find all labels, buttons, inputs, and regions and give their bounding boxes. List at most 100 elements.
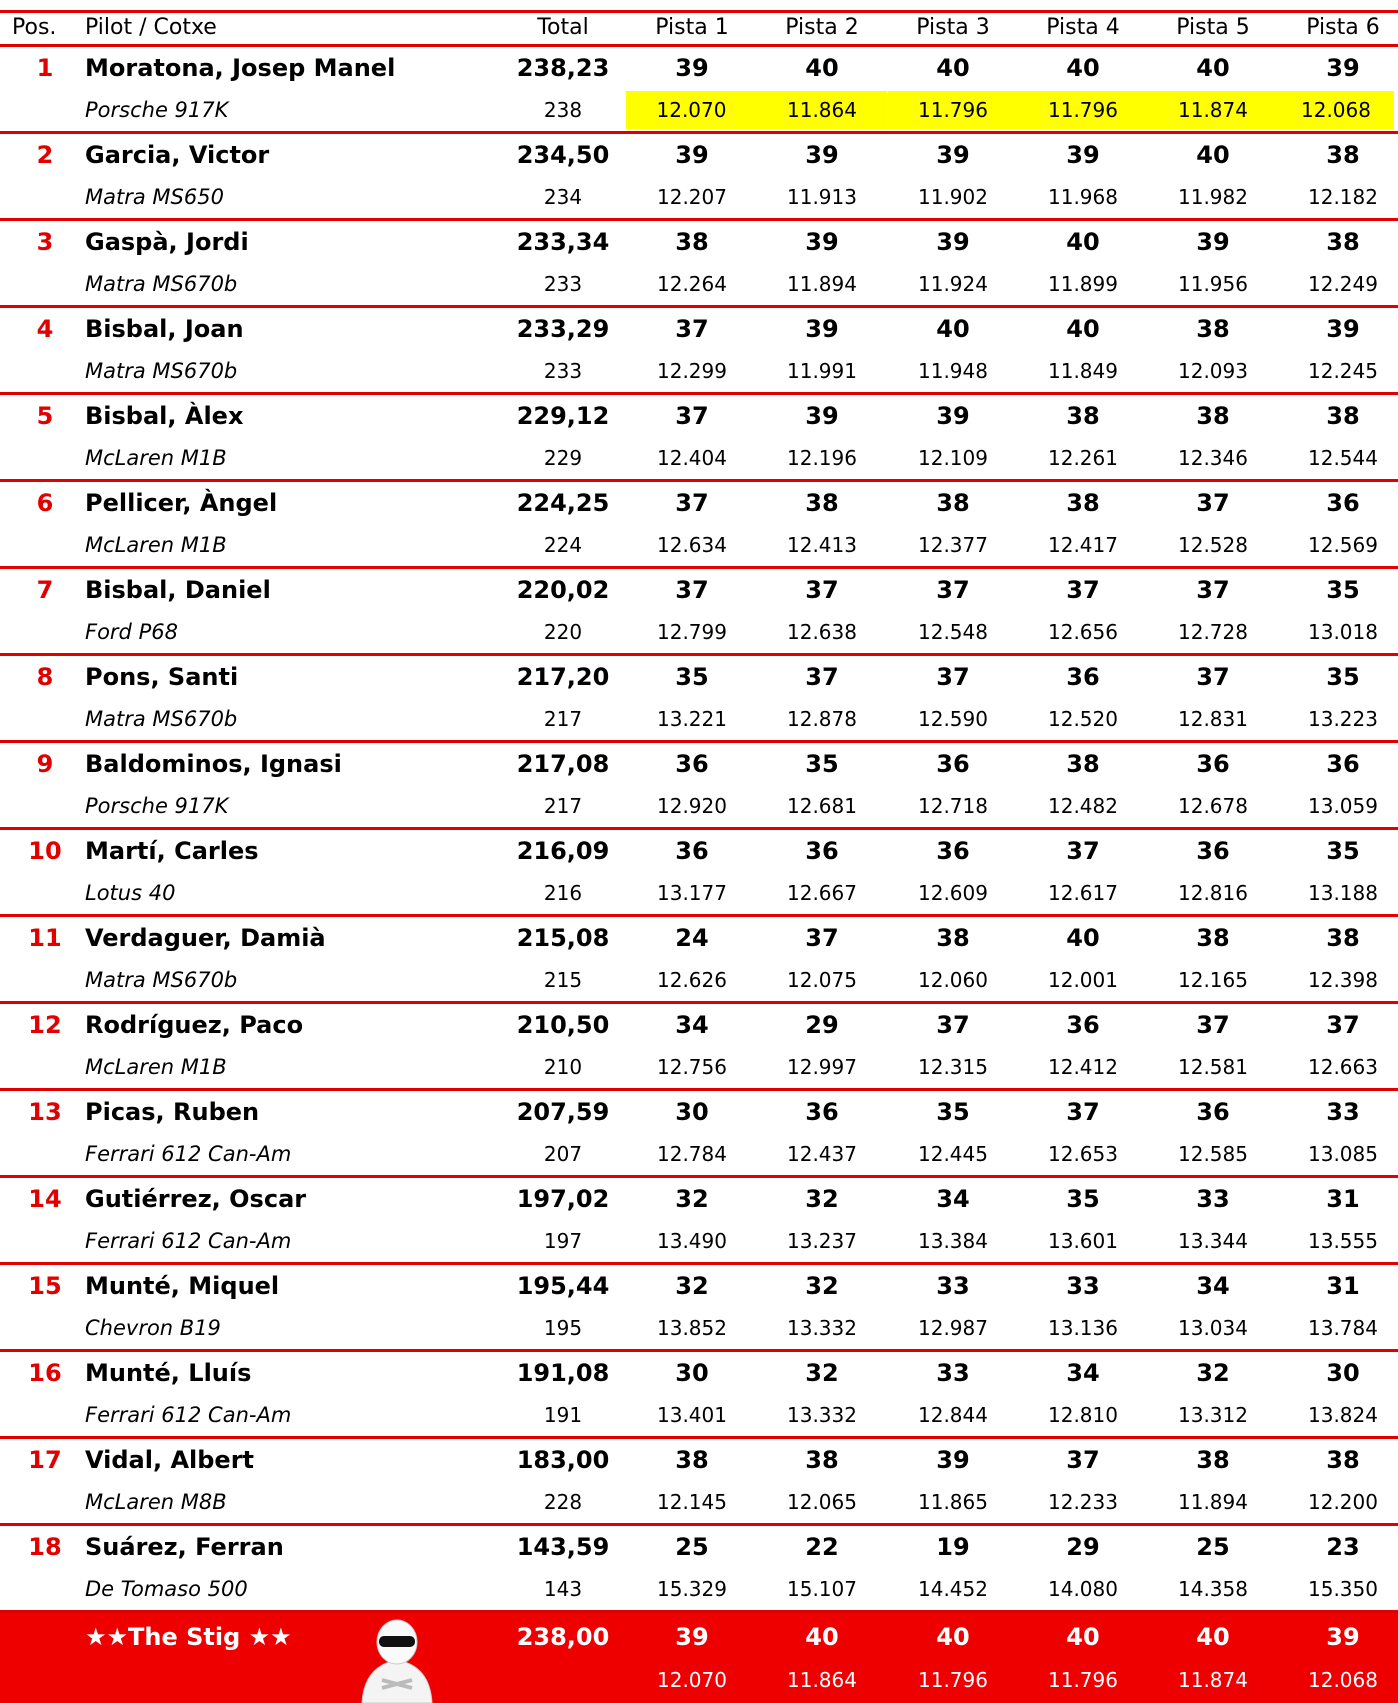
laps: 39 — [627, 47, 757, 89]
laps: 22 — [757, 1526, 887, 1568]
best-lap-time: 13.221 — [627, 700, 757, 738]
laps: 34 — [888, 1178, 1018, 1220]
laps: 37 — [627, 569, 757, 611]
header-cell: Pista 4 — [1018, 12, 1148, 44]
pilot-name: Pons, Santi — [85, 656, 485, 698]
best-lap-time: 12.182 — [1278, 178, 1398, 216]
best-lap-time: 12.569 — [1278, 526, 1398, 564]
laps: 36 — [1278, 743, 1398, 785]
header-cell: Pista 5 — [1148, 12, 1278, 44]
pilot-name: Picas, Ruben — [85, 1091, 485, 1133]
laps: 36 — [1148, 1091, 1278, 1133]
stig-name: ★★The Stig ★★ — [85, 1616, 385, 1658]
laps: 34 — [1018, 1352, 1148, 1394]
best-lap-time: 12.585 — [1148, 1135, 1278, 1173]
pilot-name: Garcia, Victor — [85, 134, 485, 176]
laps: 38 — [1278, 134, 1398, 176]
car-name: Ferrari 612 Can-Am — [85, 1220, 485, 1262]
total-points: 191,08 — [498, 1352, 628, 1394]
best-lap-time: 12.377 — [888, 526, 1018, 564]
best-lap-time: 12.417 — [1018, 526, 1148, 564]
total-points: 233,29 — [498, 308, 628, 350]
car-name: Matra MS670b — [85, 350, 485, 392]
car-name: Lotus 40 — [85, 872, 485, 914]
car-name: De Tomaso 500 — [85, 1568, 485, 1610]
stig-laps: 39 — [1278, 1616, 1398, 1658]
best-lap-time: 13.824 — [1278, 1396, 1398, 1434]
pilot-name: Bisbal, Joan — [85, 308, 485, 350]
best-lap-time: 12.437 — [757, 1135, 887, 1173]
best-lap-time: 12.261 — [1018, 439, 1148, 477]
laps: 39 — [1278, 47, 1398, 89]
laps: 37 — [1148, 482, 1278, 524]
position: 11 — [20, 917, 70, 959]
best-lap-time: 12.987 — [888, 1309, 1018, 1347]
laps: 39 — [888, 395, 1018, 437]
best-lap-time: 11.864 — [757, 91, 887, 129]
best-lap-time: 12.681 — [757, 787, 887, 825]
car-name: Matra MS670b — [85, 698, 485, 740]
laps: 40 — [1148, 47, 1278, 89]
laps: 37 — [888, 569, 1018, 611]
best-lap-time: 12.068 — [1278, 91, 1394, 129]
laps: 37 — [627, 482, 757, 524]
car-name: Ferrari 612 Can-Am — [85, 1133, 485, 1175]
total-points: 238,23 — [498, 47, 628, 89]
position: 8 — [20, 656, 70, 698]
stig-time: 12.068 — [1278, 1660, 1398, 1700]
laps: 39 — [1018, 134, 1148, 176]
laps: 30 — [627, 1352, 757, 1394]
laps: 38 — [888, 482, 1018, 524]
laps: 36 — [757, 1091, 887, 1133]
best-lap-time: 13.237 — [757, 1222, 887, 1260]
best-lap-time: 12.093 — [1148, 352, 1278, 390]
laps: 38 — [1148, 395, 1278, 437]
laps: 38 — [1278, 395, 1398, 437]
laps: 32 — [627, 1178, 757, 1220]
car-name: Chevron B19 — [85, 1307, 485, 1349]
total-laps: 217 — [498, 698, 628, 740]
best-lap-time: 11.902 — [888, 178, 1018, 216]
laps: 33 — [1148, 1178, 1278, 1220]
best-lap-time: 11.991 — [757, 352, 887, 390]
total-points: 216,09 — [498, 830, 628, 872]
best-lap-time: 13.177 — [627, 874, 757, 912]
total-laps: 207 — [498, 1133, 628, 1175]
laps: 35 — [757, 743, 887, 785]
best-lap-time: 11.894 — [1148, 1483, 1278, 1521]
pilot-name: Munté, Lluís — [85, 1352, 485, 1394]
best-lap-time: 13.085 — [1278, 1135, 1398, 1173]
laps: 30 — [1278, 1352, 1398, 1394]
laps: 38 — [627, 221, 757, 263]
laps: 32 — [757, 1265, 887, 1307]
best-lap-time: 11.796 — [888, 91, 1018, 129]
best-lap-time: 11.796 — [1018, 91, 1148, 129]
stig-time: 11.796 — [888, 1660, 1018, 1700]
row-rule — [0, 1610, 1398, 1613]
best-lap-time: 12.060 — [888, 961, 1018, 999]
laps: 32 — [757, 1178, 887, 1220]
laps: 40 — [888, 308, 1018, 350]
best-lap-time: 12.065 — [757, 1483, 887, 1521]
total-laps: 143 — [498, 1568, 628, 1610]
best-lap-time: 12.544 — [1278, 439, 1398, 477]
laps: 38 — [1018, 395, 1148, 437]
best-lap-time: 13.018 — [1278, 613, 1398, 651]
best-lap-time: 12.299 — [627, 352, 757, 390]
laps: 32 — [627, 1265, 757, 1307]
laps: 36 — [1278, 482, 1398, 524]
total-points: 207,59 — [498, 1091, 628, 1133]
laps: 39 — [757, 134, 887, 176]
car-name: Ford P68 — [85, 611, 485, 653]
laps: 36 — [1018, 1004, 1148, 1046]
best-lap-time: 12.001 — [1018, 961, 1148, 999]
total-laps: 233 — [498, 350, 628, 392]
position: 10 — [20, 830, 70, 872]
total-points: 210,50 — [498, 1004, 628, 1046]
car-name: Matra MS670b — [85, 959, 485, 1001]
best-lap-time: 13.555 — [1278, 1222, 1398, 1260]
total-points: 183,00 — [498, 1439, 628, 1481]
total-points: 215,08 — [498, 917, 628, 959]
laps: 39 — [627, 134, 757, 176]
best-lap-time: 13.188 — [1278, 874, 1398, 912]
